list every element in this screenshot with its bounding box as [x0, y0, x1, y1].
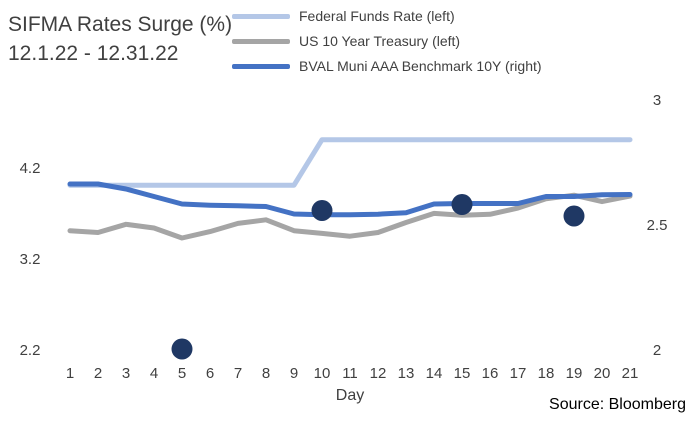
chart-title: SIFMA Rates Surge (%) 12.1.22 - 12.31.22	[8, 10, 232, 68]
series-line-federal-funds	[67, 137, 633, 188]
x-tick-label: 9	[290, 365, 298, 382]
x-tick-label: 20	[594, 365, 611, 382]
x-tick-label: 21	[622, 365, 639, 382]
markers-layer	[171, 194, 585, 360]
data-point-marker	[171, 338, 193, 360]
legend-label-treasury: US 10 Year Treasury (left)	[299, 33, 461, 49]
data-point-marker	[451, 194, 473, 215]
series-layer	[67, 137, 633, 241]
legend-label-bval: BVAL Muni AAA Benchmark 10Y (right)	[299, 58, 542, 74]
legend-swatch-federal-funds	[232, 14, 290, 19]
chart-title-line-2: 12.1.22 - 12.31.22	[8, 42, 179, 65]
x-axis-label: Day	[336, 387, 364, 404]
x-tick-label: 17	[510, 365, 527, 382]
x-tick-label: 8	[262, 365, 270, 382]
x-tick-label: 11	[342, 365, 358, 382]
y-left-tick-label: 3.2	[20, 251, 41, 268]
x-tick-label: 13	[398, 365, 415, 382]
y-right-tick-label: 3	[653, 92, 661, 109]
x-tick-label: 18	[538, 365, 555, 382]
x-tick-label: 14	[426, 365, 443, 382]
legend-swatch-bval	[232, 64, 290, 69]
x-tick-label: 6	[206, 365, 214, 382]
y-right-tick-label: 2	[653, 342, 661, 359]
series-line-treasury	[67, 192, 633, 241]
axes-layer: 4.23.22.232.521 2 3 4 5 6 7 8 9 10 11 12 13 14 15 16 17 1…	[20, 92, 668, 404]
x-tick-label: 7	[234, 365, 242, 382]
x-tick-label: 10	[314, 365, 331, 382]
y-right-tick-label: 2.5	[647, 217, 668, 234]
x-tick-label: 3	[122, 365, 130, 382]
x-tick-label: 5	[178, 365, 186, 382]
data-point-marker	[563, 205, 585, 227]
source-note: Source: Bloomberg	[549, 396, 686, 413]
x-tick-label: 12	[370, 365, 387, 382]
x-tick-label: 16	[482, 365, 499, 382]
y-left-tick-label: 2.2	[20, 342, 41, 359]
x-tick-label: 1	[66, 365, 74, 382]
series-line-bval	[67, 181, 633, 218]
y-left-tick-label: 4.2	[20, 160, 41, 177]
x-tick-label: 4	[150, 365, 158, 382]
x-tick-label: 2	[94, 365, 102, 382]
data-point-marker	[311, 200, 333, 221]
chart-title-line-1: SIFMA Rates Surge (%)	[8, 13, 233, 36]
x-tick-label: 15	[454, 365, 471, 382]
legend-label-federal-funds: Federal Funds Rate (left)	[299, 8, 455, 24]
legend-swatch-treasury	[232, 39, 290, 44]
x-tick-label: 19	[566, 365, 583, 382]
